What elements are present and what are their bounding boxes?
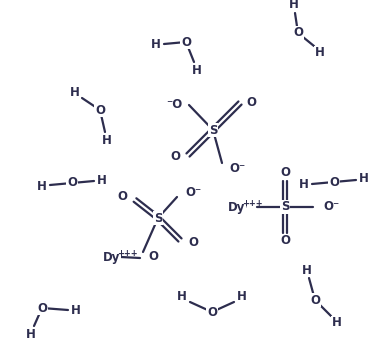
Text: ⁻O: ⁻O xyxy=(166,99,182,112)
Text: O: O xyxy=(329,175,339,189)
Text: O: O xyxy=(246,95,256,108)
Text: H: H xyxy=(359,172,369,185)
Text: +++: +++ xyxy=(242,199,263,208)
Text: O: O xyxy=(170,150,180,163)
Text: H: H xyxy=(177,291,187,303)
Text: H: H xyxy=(70,86,80,99)
Text: H: H xyxy=(192,63,202,77)
Text: O: O xyxy=(280,166,290,180)
Text: O⁻: O⁻ xyxy=(185,185,201,198)
Text: H: H xyxy=(302,264,312,276)
Text: H: H xyxy=(97,174,107,186)
Text: O: O xyxy=(181,36,191,49)
Text: O: O xyxy=(280,234,290,248)
Text: S: S xyxy=(154,211,162,225)
Text: H: H xyxy=(26,328,36,341)
Text: O: O xyxy=(293,27,303,40)
Text: O⁻: O⁻ xyxy=(229,162,245,175)
Text: H: H xyxy=(237,291,247,303)
Text: H: H xyxy=(102,134,112,147)
Text: Dy: Dy xyxy=(103,251,121,264)
Text: H: H xyxy=(299,179,309,192)
Text: O: O xyxy=(310,293,320,306)
Text: ⁻O: ⁻O xyxy=(231,201,247,213)
Text: H: H xyxy=(151,39,161,51)
Text: O: O xyxy=(95,104,105,117)
Text: O: O xyxy=(148,251,158,264)
Text: +++: +++ xyxy=(117,248,138,257)
Text: H: H xyxy=(315,46,325,59)
Text: H: H xyxy=(332,316,342,329)
Text: H: H xyxy=(37,180,47,193)
Text: Dy: Dy xyxy=(228,202,245,215)
Text: O: O xyxy=(67,176,77,189)
Text: O: O xyxy=(207,306,217,319)
Text: H: H xyxy=(71,305,81,318)
Text: O: O xyxy=(117,190,127,203)
Text: H: H xyxy=(289,0,299,12)
Text: O⁻: O⁻ xyxy=(323,201,339,213)
Text: O: O xyxy=(188,237,198,249)
Text: S: S xyxy=(281,201,289,213)
Text: O: O xyxy=(37,302,47,315)
Text: S: S xyxy=(209,123,217,136)
